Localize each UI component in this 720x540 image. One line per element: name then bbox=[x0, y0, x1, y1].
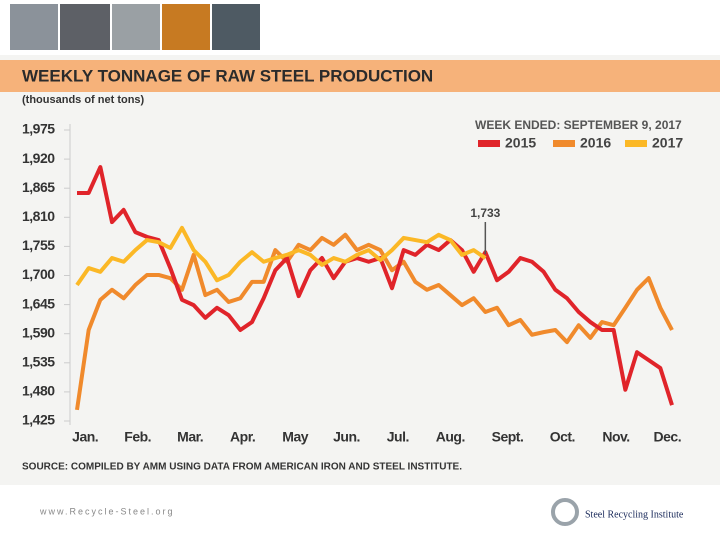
series-line bbox=[75, 225, 487, 287]
x-tick-label: Jun. bbox=[333, 429, 360, 445]
y-tick-label: 1,920 bbox=[22, 150, 55, 166]
photo bbox=[112, 4, 160, 50]
x-tick-label: Oct. bbox=[550, 429, 575, 445]
x-tick-label: Mar. bbox=[177, 429, 203, 445]
footer-background bbox=[0, 485, 720, 540]
y-tick-label: 1,755 bbox=[22, 237, 55, 253]
legend-swatch bbox=[553, 140, 575, 147]
logo-icon bbox=[551, 498, 579, 526]
x-tick-label: Jul. bbox=[387, 429, 409, 445]
y-tick-label: 1,535 bbox=[22, 354, 55, 370]
title-bar bbox=[0, 60, 720, 92]
x-tick-label: Dec. bbox=[654, 429, 682, 445]
y-tick-label: 1,425 bbox=[22, 412, 55, 428]
legend-swatch bbox=[625, 140, 647, 147]
logo-text: Steel Recycling Institute bbox=[585, 509, 684, 520]
x-tick-label: Nov. bbox=[602, 429, 629, 445]
x-tick-label: May bbox=[282, 429, 308, 445]
x-tick-label: Jan. bbox=[72, 429, 98, 445]
photo bbox=[10, 4, 58, 50]
source: SOURCE: COMPILED BY AMM USING DATA FROM … bbox=[22, 462, 462, 473]
series-line bbox=[77, 165, 674, 406]
y-tick-label: 1,645 bbox=[22, 295, 55, 311]
chart-title: WEEKLY TONNAGE OF RAW STEEL PRODUCTION bbox=[22, 66, 433, 85]
y-tick-label: 1,480 bbox=[22, 383, 55, 399]
footer-url: www.Recycle-Steel.org bbox=[39, 506, 175, 516]
y-tick-label: 1,865 bbox=[22, 179, 55, 195]
y-tick-label: 1,590 bbox=[22, 324, 55, 340]
subtitle: (thousands of net tons) bbox=[22, 94, 145, 106]
y-tick-label: 1,700 bbox=[22, 266, 55, 282]
photo bbox=[60, 4, 110, 50]
y-tick-label: 1,975 bbox=[22, 121, 55, 137]
legend-label: 2017 bbox=[652, 135, 683, 151]
legend-title: WEEK ENDED: SEPTEMBER 9, 2017 bbox=[475, 118, 682, 132]
x-tick-label: Apr. bbox=[230, 429, 255, 445]
y-tick-label: 1,810 bbox=[22, 208, 55, 224]
annotation: 1,733 bbox=[470, 206, 500, 220]
photo bbox=[162, 4, 210, 50]
x-tick-label: Feb. bbox=[124, 429, 151, 445]
legend-swatch bbox=[478, 140, 500, 147]
legend-label: 2016 bbox=[580, 135, 611, 151]
x-tick-label: Aug. bbox=[436, 429, 465, 445]
photo bbox=[212, 4, 260, 50]
x-tick-label: Sept. bbox=[492, 429, 524, 445]
legend-label: 2015 bbox=[505, 135, 536, 151]
